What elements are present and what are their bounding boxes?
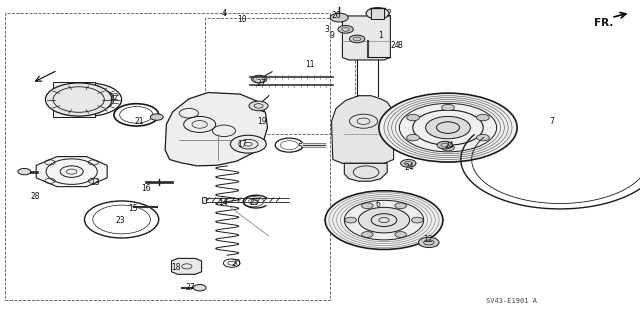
Text: 28: 28 [31,192,40,201]
Bar [205,18,355,134]
Text: 11: 11 [306,60,315,69]
Text: 14: 14 [218,198,228,207]
Text: 23: 23 [115,216,125,225]
Circle shape [406,115,419,121]
Text: 8: 8 [397,41,403,50]
Text: 10: 10 [237,15,247,24]
Circle shape [252,75,267,83]
Circle shape [349,35,365,43]
Circle shape [366,8,389,19]
Circle shape [358,207,410,233]
Text: 27: 27 [256,79,266,88]
Text: 2: 2 [386,9,391,18]
Circle shape [325,191,443,249]
Text: 1: 1 [378,31,383,40]
Text: 7: 7 [549,117,554,126]
Polygon shape [371,8,384,19]
Text: 3: 3 [324,25,329,34]
Circle shape [362,232,373,237]
Text: 24: 24 [444,141,454,150]
Circle shape [477,115,490,121]
Circle shape [395,232,406,237]
Circle shape [330,13,348,22]
Circle shape [419,237,439,248]
Polygon shape [332,96,394,163]
Text: 13: 13 [90,178,100,187]
Text: 22: 22 [109,93,118,102]
Circle shape [477,135,490,141]
Circle shape [338,26,353,33]
Text: 6: 6 [375,200,380,209]
Circle shape [193,285,206,291]
Text: 4: 4 [221,9,227,18]
Text: 19: 19 [257,117,268,126]
Text: 9: 9 [329,31,334,40]
Circle shape [401,160,416,167]
Polygon shape [165,93,268,166]
Text: 12: 12 [423,235,432,244]
Text: 17: 17 [237,140,247,149]
Circle shape [437,141,452,149]
Circle shape [230,135,266,153]
Circle shape [412,217,423,223]
Text: 16: 16 [141,184,151,193]
Text: 5: 5 [297,143,302,152]
Polygon shape [342,16,390,60]
Text: 20: 20 [232,259,242,268]
Text: 24: 24 [404,163,415,172]
Circle shape [345,217,356,223]
Circle shape [395,203,406,209]
Text: 18: 18 [172,263,180,272]
Text: 15: 15 [128,204,138,213]
Circle shape [150,114,163,120]
Circle shape [18,168,31,175]
Circle shape [249,101,268,111]
Text: 24: 24 [390,41,401,50]
Text: 25: 25 [250,198,260,207]
Circle shape [426,116,470,139]
Polygon shape [344,163,387,181]
Text: 21: 21 [135,117,144,126]
Circle shape [406,135,419,141]
Circle shape [442,145,454,151]
Circle shape [362,203,373,209]
Circle shape [45,83,112,116]
Polygon shape [36,157,107,187]
Text: FR.: FR. [594,18,613,27]
Polygon shape [53,82,95,117]
Text: SV43-E1901 A: SV43-E1901 A [486,299,538,304]
Circle shape [379,93,517,162]
Polygon shape [202,197,206,203]
Text: 26: 26 [331,11,341,20]
Bar [5,13,330,300]
Text: 27: 27 [186,283,196,292]
Polygon shape [172,258,202,274]
Circle shape [442,104,454,111]
